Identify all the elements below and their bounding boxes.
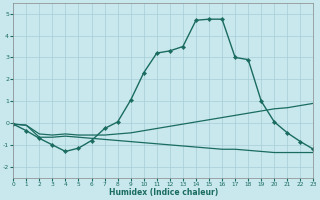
X-axis label: Humidex (Indice chaleur): Humidex (Indice chaleur): [109, 188, 218, 197]
